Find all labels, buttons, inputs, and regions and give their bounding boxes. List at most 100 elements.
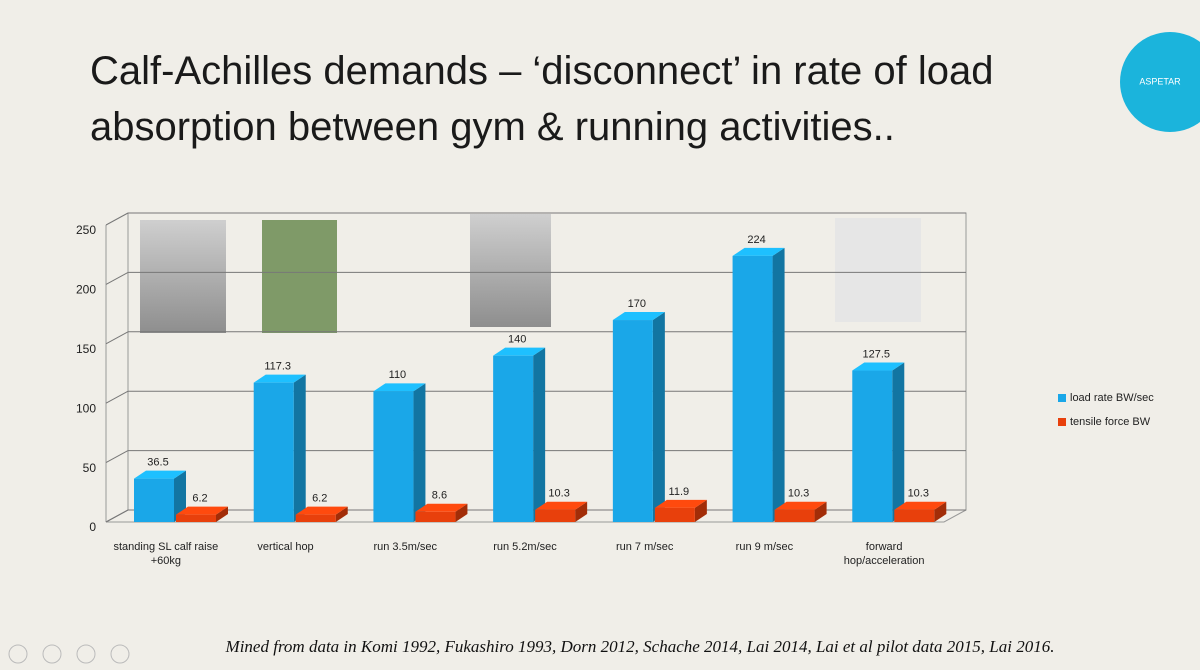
y-tick-label: 200 (76, 283, 96, 297)
bar-side (772, 247, 785, 522)
grid-line (105, 271, 129, 285)
bar (774, 509, 815, 522)
bar-top (654, 499, 707, 508)
y-tick-label: 0 (89, 520, 96, 534)
bar (295, 514, 336, 522)
bar-top (415, 503, 468, 512)
y-tick-label: 50 (83, 461, 97, 475)
value-label: 36.5 (147, 457, 168, 469)
bar (852, 370, 893, 522)
value-label: 127.5 (863, 348, 891, 360)
legend-label: tensile force BW (1070, 416, 1151, 428)
bar-side (455, 503, 468, 522)
value-label: 10.3 (788, 488, 809, 500)
value-label: 110 (389, 369, 407, 381)
bar-side (814, 501, 827, 522)
bar-side (892, 362, 905, 522)
bar (493, 355, 534, 522)
slide-title: Calf-Achilles demands – ‘disconnect’ in … (90, 49, 993, 93)
bar (535, 509, 576, 522)
y-tick-label: 250 (76, 223, 96, 237)
bar-side (934, 501, 947, 522)
toolbar-button[interactable] (8, 644, 28, 664)
bar-top (253, 374, 306, 383)
x-tick-label: run 5.2m/sec (493, 541, 557, 553)
bar (415, 511, 456, 522)
grid-line (105, 450, 129, 464)
footnote: Mined from data in Komi 1992, Fukashiro … (225, 637, 1055, 656)
bar (134, 478, 174, 522)
photo (835, 218, 921, 322)
grid-line (105, 509, 129, 523)
bar-top (535, 501, 588, 510)
photo (262, 220, 337, 333)
bar (176, 514, 216, 522)
bar-top (373, 383, 426, 392)
logo (1120, 32, 1200, 132)
x-tick-label: standing SL calf raise +60kg (113, 541, 219, 567)
legend-swatch (1058, 394, 1066, 402)
bar-top (295, 506, 348, 515)
value-label: 8.6 (432, 490, 447, 502)
value-label: 10.3 (548, 488, 569, 500)
photo (470, 214, 551, 327)
x-tick-wrap: run 7 m/sec (616, 541, 673, 553)
toolbar (8, 644, 130, 664)
toolbar-button[interactable] (42, 644, 62, 664)
x-tick-wrap: run 3.5m/sec (373, 541, 437, 553)
x-tick-wrap: run 9 m/sec (735, 541, 794, 553)
bar-top (732, 247, 785, 256)
bar-side (694, 499, 707, 522)
value-label: 140 (508, 334, 526, 346)
value-label: 6.2 (192, 493, 207, 505)
value-label: 10.3 (908, 488, 929, 500)
bar-top (894, 501, 947, 510)
bar-side (174, 470, 186, 522)
value-label: 224 (747, 234, 765, 246)
value-label: 11.9 (669, 486, 690, 498)
grid-line (105, 212, 129, 226)
bar-side (216, 506, 228, 522)
bar-top (774, 501, 827, 510)
photo (140, 220, 226, 333)
grid-line (105, 331, 129, 345)
bar (373, 391, 414, 522)
slide-title: absorption between gym & running activit… (90, 105, 895, 149)
toolbar-button[interactable] (110, 644, 130, 664)
value-label: 6.2 (312, 493, 327, 505)
x-tick-label: run 9 m/sec (735, 541, 794, 553)
value-label: 117.3 (264, 361, 291, 373)
logo-text: ASPETAR (1139, 76, 1181, 86)
bar (894, 509, 935, 522)
x-tick-wrap: standing SL calf raise +60kg (113, 541, 219, 567)
bar-top (612, 312, 665, 321)
legend-swatch (1058, 418, 1066, 426)
grid-line (105, 390, 129, 404)
value-label: 170 (628, 298, 646, 310)
y-tick-label: 150 (76, 342, 96, 356)
bar-side (293, 374, 306, 522)
bar-top (493, 347, 546, 356)
x-tick-wrap: run 5.2m/sec (493, 541, 557, 553)
x-tick-label: vertical hop (257, 541, 314, 553)
bar (654, 507, 695, 522)
bar-top (134, 470, 186, 479)
bar-side (335, 506, 348, 522)
toolbar-button[interactable] (76, 644, 96, 664)
legend-label: load rate BW/sec (1070, 392, 1154, 404)
bar-side (413, 383, 426, 522)
bar (253, 382, 294, 522)
x-tick-label: forward hop/acceleration (843, 541, 925, 567)
x-tick-wrap: vertical hop (257, 541, 314, 553)
bar-side (575, 501, 588, 522)
bar (732, 255, 773, 522)
y-tick-label: 100 (76, 401, 96, 415)
bar-side (533, 347, 546, 522)
bar-side (652, 312, 665, 522)
bar (612, 320, 653, 522)
x-tick-wrap: forward hop/acceleration (843, 541, 925, 567)
bar-top (852, 362, 905, 371)
